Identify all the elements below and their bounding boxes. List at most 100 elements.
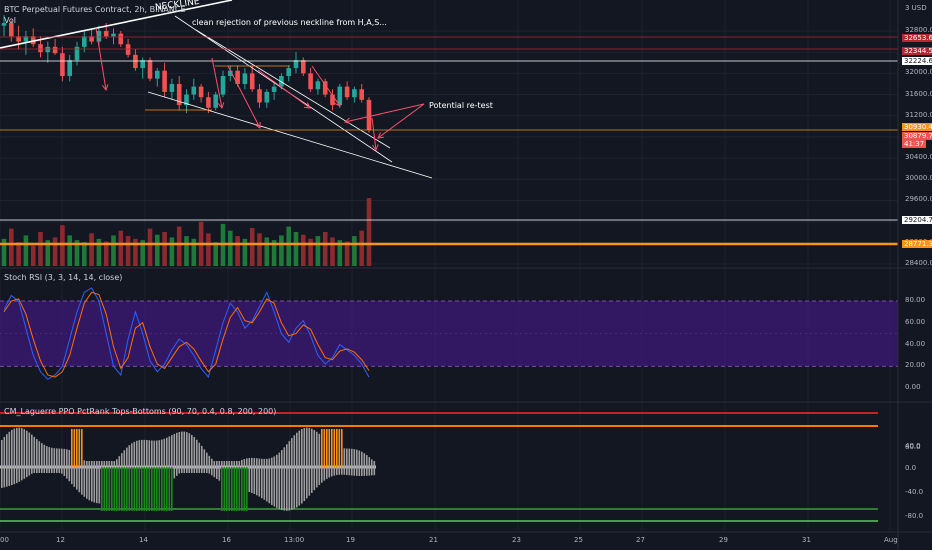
- laguerre-top-bar: [108, 461, 111, 467]
- candle-body: [315, 81, 321, 90]
- volume-bar: [359, 230, 364, 266]
- laguerre-bottom-bar: [53, 467, 56, 473]
- laguerre-bottom-bar: [126, 467, 128, 511]
- volume-bar: [206, 233, 211, 266]
- laguerre-top-bar: [66, 449, 68, 467]
- arrow-head: [101, 84, 109, 92]
- volume-bar: [67, 235, 72, 266]
- laguerre-bottom-bar: [366, 467, 368, 476]
- laguerre-top-bar: [208, 455, 211, 467]
- laguerre-tick-label: -40.0: [905, 488, 924, 496]
- laguerre-bottom-bar: [193, 467, 196, 473]
- candle-body: [45, 46, 51, 53]
- laguerre-bottom-bar: [111, 467, 113, 511]
- laguerre-top-bar: [261, 458, 263, 467]
- laguerre-top-bar: [301, 429, 303, 467]
- laguerre-top-bar: [56, 448, 58, 467]
- price-tick-label: 29600.0: [905, 195, 932, 204]
- laguerre-bottom-bar: [198, 467, 201, 473]
- laguerre-top-bar: [266, 458, 268, 467]
- laguerre-top-bar: [231, 461, 233, 467]
- volume-bar: [89, 233, 94, 266]
- volume-bar: [352, 236, 357, 266]
- laguerre-top-bar: [131, 443, 133, 467]
- laguerre-bottom-bar: [356, 467, 358, 476]
- laguerre-top-bar: [58, 448, 61, 467]
- volume-bar: [23, 235, 29, 266]
- candle-body: [16, 36, 21, 42]
- laguerre-top-bar: [78, 429, 81, 467]
- laguerre-top-bar: [223, 461, 226, 467]
- laguerre-bottom-bar: [346, 467, 348, 475]
- volume-bar: [330, 237, 335, 266]
- arrow-head: [254, 121, 261, 129]
- laguerre-top-bar: [38, 441, 41, 467]
- arrow-line: [227, 65, 261, 129]
- laguerre-top-bar: [123, 450, 126, 467]
- laguerre-bottom-bar: [121, 467, 123, 511]
- candle-body: [169, 83, 175, 92]
- candle-body: [191, 86, 197, 95]
- time-tick-label: 21: [429, 536, 438, 544]
- laguerre-bottom-bar: [261, 467, 263, 499]
- stoch-tick-label: 40.00: [905, 340, 926, 348]
- laguerre-bottom-bar: [288, 467, 291, 511]
- stoch-tick-label: 0.00: [905, 383, 921, 391]
- price-tag: 30930.4: [902, 123, 932, 131]
- laguerre-bottom-bar: [213, 467, 216, 478]
- price-tick-label: 32800.0: [905, 26, 932, 34]
- candle-body: [366, 99, 372, 131]
- volume-bar: [279, 235, 284, 266]
- laguerre-bottom-bar: [23, 467, 26, 479]
- price-tag: 30879.7: [902, 132, 932, 140]
- laguerre-top-bar: [306, 427, 308, 467]
- laguerre-top-bar: [253, 457, 256, 467]
- volume-bar: [16, 242, 21, 266]
- time-tick-label: 27: [636, 536, 645, 544]
- laguerre-bottom-bar: [241, 467, 243, 511]
- arrow-line: [371, 117, 377, 151]
- laguerre-top-bar: [143, 439, 146, 467]
- laguerre-top-bar: [48, 447, 51, 467]
- time-tick-label: 13:00: [284, 536, 305, 544]
- candle-body: [220, 76, 226, 95]
- laguerre-bottom-bar: [113, 467, 116, 511]
- arrow-line: [257, 69, 311, 109]
- laguerre-label: CM_Laguerre PPO PctRank Tops-Bottoms (90…: [4, 407, 277, 416]
- candle-body: [89, 36, 94, 42]
- laguerre-top-bar: [316, 431, 318, 467]
- laguerre-bottom-bar: [311, 467, 313, 493]
- volume-bar: [111, 235, 116, 266]
- time-tick-label: 31: [802, 536, 811, 544]
- laguerre-bottom-bar: [278, 467, 281, 510]
- laguerre-bottom-bar: [28, 467, 31, 476]
- channel-lower-line: [147, 91, 433, 179]
- laguerre-top-bar: [186, 432, 188, 467]
- laguerre-bottom-bar: [326, 467, 328, 479]
- laguerre-top-bar: [128, 445, 131, 467]
- laguerre-top-bar: [298, 430, 301, 467]
- laguerre-top-bar: [76, 429, 78, 467]
- laguerre-top-bar: [328, 429, 331, 467]
- candle-body: [96, 31, 102, 42]
- arrow-head: [377, 132, 385, 139]
- laguerre-bottom-bar: [313, 467, 316, 491]
- laguerre-top-bar: [303, 428, 306, 467]
- laguerre-bottom-bar: [208, 467, 211, 474]
- laguerre-bottom-bar: [61, 467, 63, 474]
- laguerre-top-bar: [341, 429, 343, 467]
- candle-body: [184, 94, 189, 106]
- laguerre-bottom-bar: [66, 467, 68, 479]
- laguerre-top-bar: [336, 429, 338, 467]
- time-tick-label: 16: [222, 536, 231, 544]
- laguerre-top-bar: [361, 451, 363, 467]
- laguerre-bottom-bar: [51, 467, 53, 473]
- laguerre-top-bar: [113, 461, 116, 467]
- laguerre-top-bar: [256, 458, 258, 467]
- laguerre-bottom-bar: [153, 467, 156, 511]
- laguerre-bottom-bar: [181, 467, 183, 473]
- candlesticks: [1, 15, 372, 133]
- volume-bar: [271, 240, 277, 266]
